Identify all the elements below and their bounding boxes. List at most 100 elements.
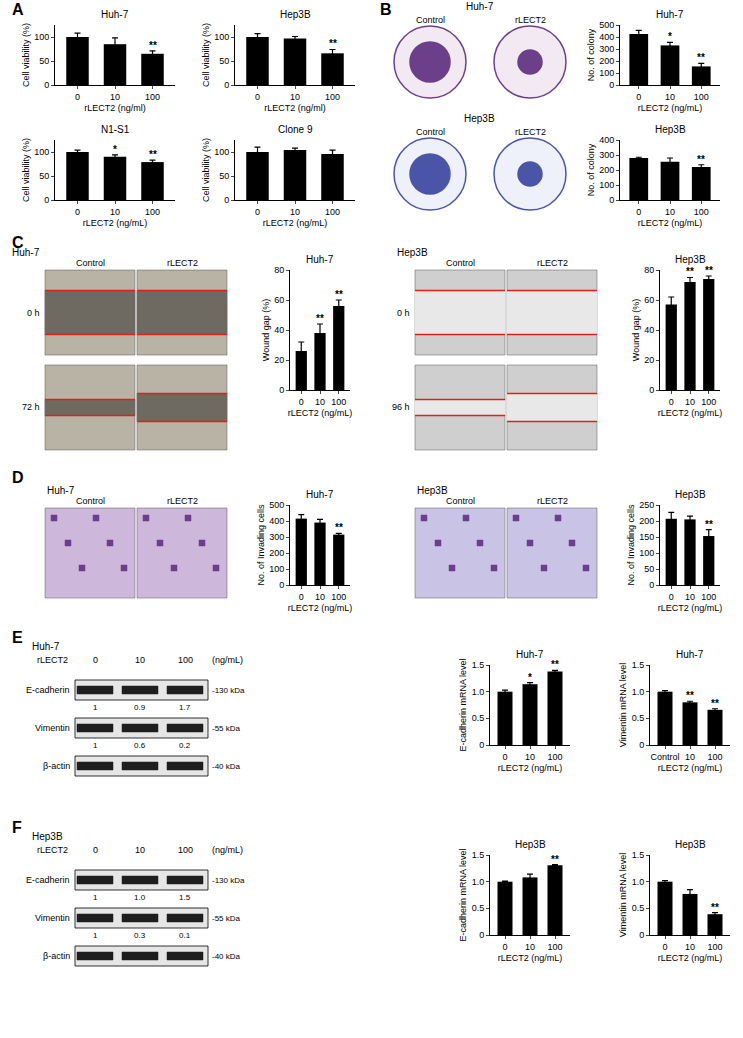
svg-text:100: 100: [707, 752, 722, 762]
svg-text:100: 100: [178, 655, 193, 665]
svg-text:0.3: 0.3: [134, 931, 146, 940]
svg-text:E-cadherin mRNA level: E-cadherin mRNA level: [458, 658, 468, 751]
svg-text:F: F: [12, 819, 22, 836]
svg-text:0.2: 0.2: [179, 741, 191, 750]
svg-text:100: 100: [547, 752, 562, 762]
svg-text:β-actin: β-actin: [43, 761, 70, 771]
svg-text:0.9: 0.9: [134, 703, 146, 712]
svg-text:50: 50: [644, 564, 654, 574]
svg-text:200: 200: [269, 548, 284, 558]
svg-text:200: 200: [639, 516, 654, 526]
svg-text:E: E: [12, 629, 23, 646]
svg-text:rLECT2: rLECT2: [515, 15, 546, 25]
svg-text:Huh-7: Huh-7: [101, 9, 129, 20]
svg-text:E-cadherin: E-cadherin: [26, 685, 70, 695]
svg-text:Cell viability (%): Cell viability (%): [21, 138, 31, 202]
svg-text:0: 0: [649, 580, 654, 590]
svg-text:Huh-7: Huh-7: [676, 649, 704, 660]
svg-text:1.0: 1.0: [134, 893, 146, 902]
svg-text:100: 100: [599, 68, 614, 78]
svg-text:10: 10: [525, 942, 535, 952]
svg-text:40: 40: [644, 325, 654, 335]
svg-text:rLECT2: rLECT2: [515, 127, 546, 137]
svg-text:rLECT2 (ng/mL): rLECT2 (ng/mL): [658, 953, 723, 963]
svg-text:rLECT2 (ng/mL): rLECT2 (ng/mL): [288, 408, 353, 418]
svg-text:100: 100: [269, 564, 284, 574]
svg-text:Control: Control: [650, 752, 679, 762]
svg-text:C: C: [12, 234, 24, 251]
svg-text:-55 kDa: -55 kDa: [212, 914, 241, 923]
svg-text:Hep3B: Hep3B: [675, 839, 706, 850]
svg-text:0.6: 0.6: [134, 741, 146, 750]
svg-text:-130 kDa: -130 kDa: [212, 876, 245, 885]
svg-text:1.5: 1.5: [472, 660, 485, 670]
svg-text:0: 0: [93, 845, 98, 855]
svg-text:Huh-7: Huh-7: [466, 1, 494, 12]
svg-text:100: 100: [694, 207, 709, 217]
svg-text:**: **: [335, 289, 343, 300]
svg-text:Vimentin: Vimentin: [35, 913, 70, 923]
svg-text:rLECT2 (ng/mL): rLECT2 (ng/mL): [83, 218, 148, 228]
svg-text:10: 10: [685, 942, 695, 952]
svg-text:Control: Control: [416, 127, 445, 137]
svg-text:0: 0: [636, 207, 641, 217]
svg-text:No. of colony: No. of colony: [586, 143, 596, 196]
svg-text:100: 100: [694, 92, 709, 102]
svg-text:Vimentin: Vimentin: [35, 723, 70, 733]
svg-text:rLECT2 (ng/ml): rLECT2 (ng/ml): [84, 103, 146, 113]
svg-text:1.5: 1.5: [179, 893, 191, 902]
svg-text:40: 40: [274, 325, 284, 335]
svg-text:Hep3B: Hep3B: [655, 124, 686, 135]
svg-text:100: 100: [599, 180, 614, 190]
svg-text:500: 500: [599, 20, 614, 30]
svg-text:72 h: 72 h: [22, 402, 40, 412]
svg-text:100: 100: [707, 942, 722, 952]
svg-text:-40 kDa: -40 kDa: [212, 762, 241, 771]
svg-text:-130 kDa: -130 kDa: [212, 686, 245, 695]
svg-text:300: 300: [599, 44, 614, 54]
svg-text:1: 1: [93, 703, 98, 712]
svg-text:Clone 9: Clone 9: [278, 124, 313, 135]
svg-text:1.5: 1.5: [632, 850, 645, 860]
svg-text:**: **: [697, 154, 705, 165]
svg-text:100: 100: [34, 32, 49, 42]
svg-text:10: 10: [135, 655, 145, 665]
svg-text:Hep3B: Hep3B: [417, 485, 448, 496]
svg-text:0: 0: [224, 195, 229, 205]
svg-text:1.5: 1.5: [632, 660, 645, 670]
svg-text:60: 60: [274, 295, 284, 305]
svg-text:1: 1: [93, 893, 98, 902]
svg-text:Vimentin mRNA level: Vimentin mRNA level: [618, 853, 628, 937]
svg-text:0.1: 0.1: [179, 931, 191, 940]
svg-text:10: 10: [290, 207, 300, 217]
svg-text:1.0: 1.0: [472, 877, 485, 887]
svg-text:0: 0: [669, 397, 674, 407]
svg-text:**: **: [697, 52, 705, 63]
svg-text:rLECT2 (ng/mL): rLECT2 (ng/mL): [638, 103, 703, 113]
svg-text:0: 0: [93, 655, 98, 665]
svg-text:rLECT2 (ng/mL): rLECT2 (ng/mL): [288, 603, 353, 613]
svg-text:300: 300: [269, 532, 284, 542]
svg-text:Control: Control: [76, 258, 105, 268]
svg-text:0 h: 0 h: [397, 308, 410, 318]
svg-text:E-cadherin: E-cadherin: [26, 875, 70, 885]
svg-text:0: 0: [502, 752, 507, 762]
svg-text:**: **: [711, 902, 719, 913]
svg-text:Hep3B: Hep3B: [515, 839, 546, 850]
svg-text:rLECT2 (ng/mL): rLECT2 (ng/mL): [658, 408, 723, 418]
svg-text:**: **: [686, 690, 694, 701]
svg-text:100: 100: [34, 147, 49, 157]
svg-text:200: 200: [599, 165, 614, 175]
svg-text:10: 10: [685, 752, 695, 762]
svg-text:0: 0: [609, 195, 614, 205]
svg-text:**: **: [705, 265, 713, 276]
svg-text:0: 0: [299, 592, 304, 602]
svg-text:10: 10: [110, 92, 120, 102]
svg-text:0: 0: [224, 80, 229, 90]
svg-text:1: 1: [93, 741, 98, 750]
svg-text:10: 10: [665, 207, 675, 217]
svg-text:Hep3B: Hep3B: [397, 247, 428, 258]
svg-text:100: 100: [145, 207, 160, 217]
svg-text:0: 0: [639, 740, 644, 750]
svg-text:(ng/mL): (ng/mL): [212, 655, 243, 665]
